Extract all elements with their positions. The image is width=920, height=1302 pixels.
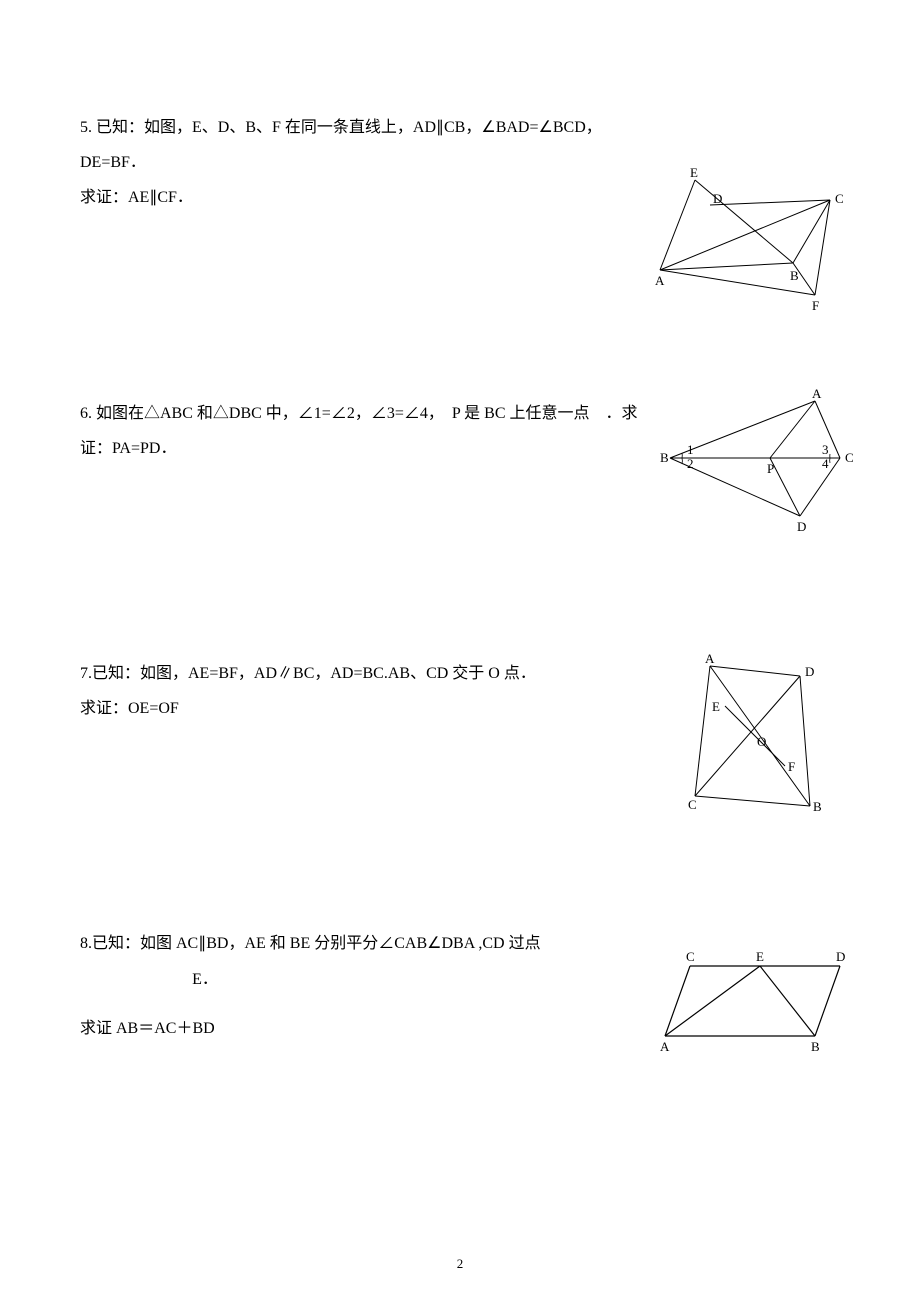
label-A: A	[655, 273, 665, 288]
p5-line1: 5. 已知：如图，E、D、B、F 在同一条直线上，AD∥CB，∠BAD=∠BCD…	[80, 110, 640, 180]
problem-7: 7.已知：如图，AE=BF，AD∥BC，AD=BC.AB、CD 交于 O 点． …	[80, 656, 840, 726]
problem-5: 5. 已知：如图，E、D、B、F 在同一条直线上，AD∥CB，∠BAD=∠BCD…	[80, 110, 840, 216]
label-A6: A	[812, 386, 822, 401]
label-B7: B	[813, 799, 822, 814]
page-number: 2	[0, 1256, 920, 1272]
label-C8: C	[686, 949, 695, 964]
label-D: D	[713, 191, 722, 206]
label-O7: O	[757, 734, 766, 749]
label-E: E	[690, 165, 698, 180]
label-D7: D	[805, 664, 814, 679]
label-C6: C	[845, 450, 854, 465]
p8-line3: 求证 AB＝AC＋BD	[80, 1011, 640, 1046]
label-2: 2	[687, 456, 694, 471]
label-B: B	[790, 268, 799, 283]
figure-6: B C A D P 1 2 3 4	[660, 386, 860, 541]
figure-7: A D C B E F O	[680, 651, 830, 826]
figure-8: C E D A B	[655, 946, 855, 1061]
problem-6: 6. 如图在△ABC 和△DBC 中，∠1=∠2，∠3=∠4， P 是 BC 上…	[80, 396, 840, 466]
label-F: F	[812, 298, 819, 313]
label-C7: C	[688, 797, 697, 812]
label-C: C	[835, 191, 844, 206]
label-A8: A	[660, 1039, 670, 1054]
label-1: 1	[687, 442, 694, 457]
problem-7-text: 7.已知：如图，AE=BF，AD∥BC，AD=BC.AB、CD 交于 O 点． …	[80, 656, 640, 726]
label-E7: E	[712, 699, 720, 714]
p7-line2: 求证：OE=OF	[80, 691, 640, 726]
p8-line2: E．	[80, 962, 330, 997]
label-D6: D	[797, 519, 806, 534]
figure-5-svg: A B C D E F	[650, 165, 850, 305]
figure-6-svg: B C A D P 1 2 3 4	[660, 386, 860, 536]
label-F7: F	[788, 759, 795, 774]
label-P6: P	[767, 461, 774, 476]
problem-6-text: 6. 如图在△ABC 和△DBC 中，∠1=∠2，∠3=∠4， P 是 BC 上…	[80, 396, 640, 466]
problem-8: 8.已知：如图 AC∥BD，AE 和 BE 分别平分∠CAB∠DBA ,CD 过…	[80, 926, 840, 1046]
figure-7-svg: A D C B E F O	[680, 651, 830, 821]
problem-8-text: 8.已知：如图 AC∥BD，AE 和 BE 分别平分∠CAB∠DBA ,CD 过…	[80, 926, 640, 1046]
p5-line2: 求证：AE∥CF．	[80, 180, 640, 215]
label-D8: D	[836, 949, 845, 964]
problem-5-text: 5. 已知：如图，E、D、B、F 在同一条直线上，AD∥CB，∠BAD=∠BCD…	[80, 110, 640, 216]
label-E8: E	[756, 949, 764, 964]
figure-5: A B C D E F	[650, 165, 850, 310]
figure-8-svg: C E D A B	[655, 946, 855, 1056]
label-4: 4	[822, 456, 829, 471]
label-B8: B	[811, 1039, 820, 1054]
p7-line1: 7.已知：如图，AE=BF，AD∥BC，AD=BC.AB、CD 交于 O 点．	[80, 656, 640, 691]
p6-line1: 6. 如图在△ABC 和△DBC 中，∠1=∠2，∠3=∠4， P 是 BC 上…	[80, 396, 640, 466]
p8-line1: 8.已知：如图 AC∥BD，AE 和 BE 分别平分∠CAB∠DBA ,CD 过…	[80, 926, 640, 961]
label-B6: B	[660, 450, 669, 465]
label-A7: A	[705, 651, 715, 666]
label-3: 3	[822, 442, 829, 457]
